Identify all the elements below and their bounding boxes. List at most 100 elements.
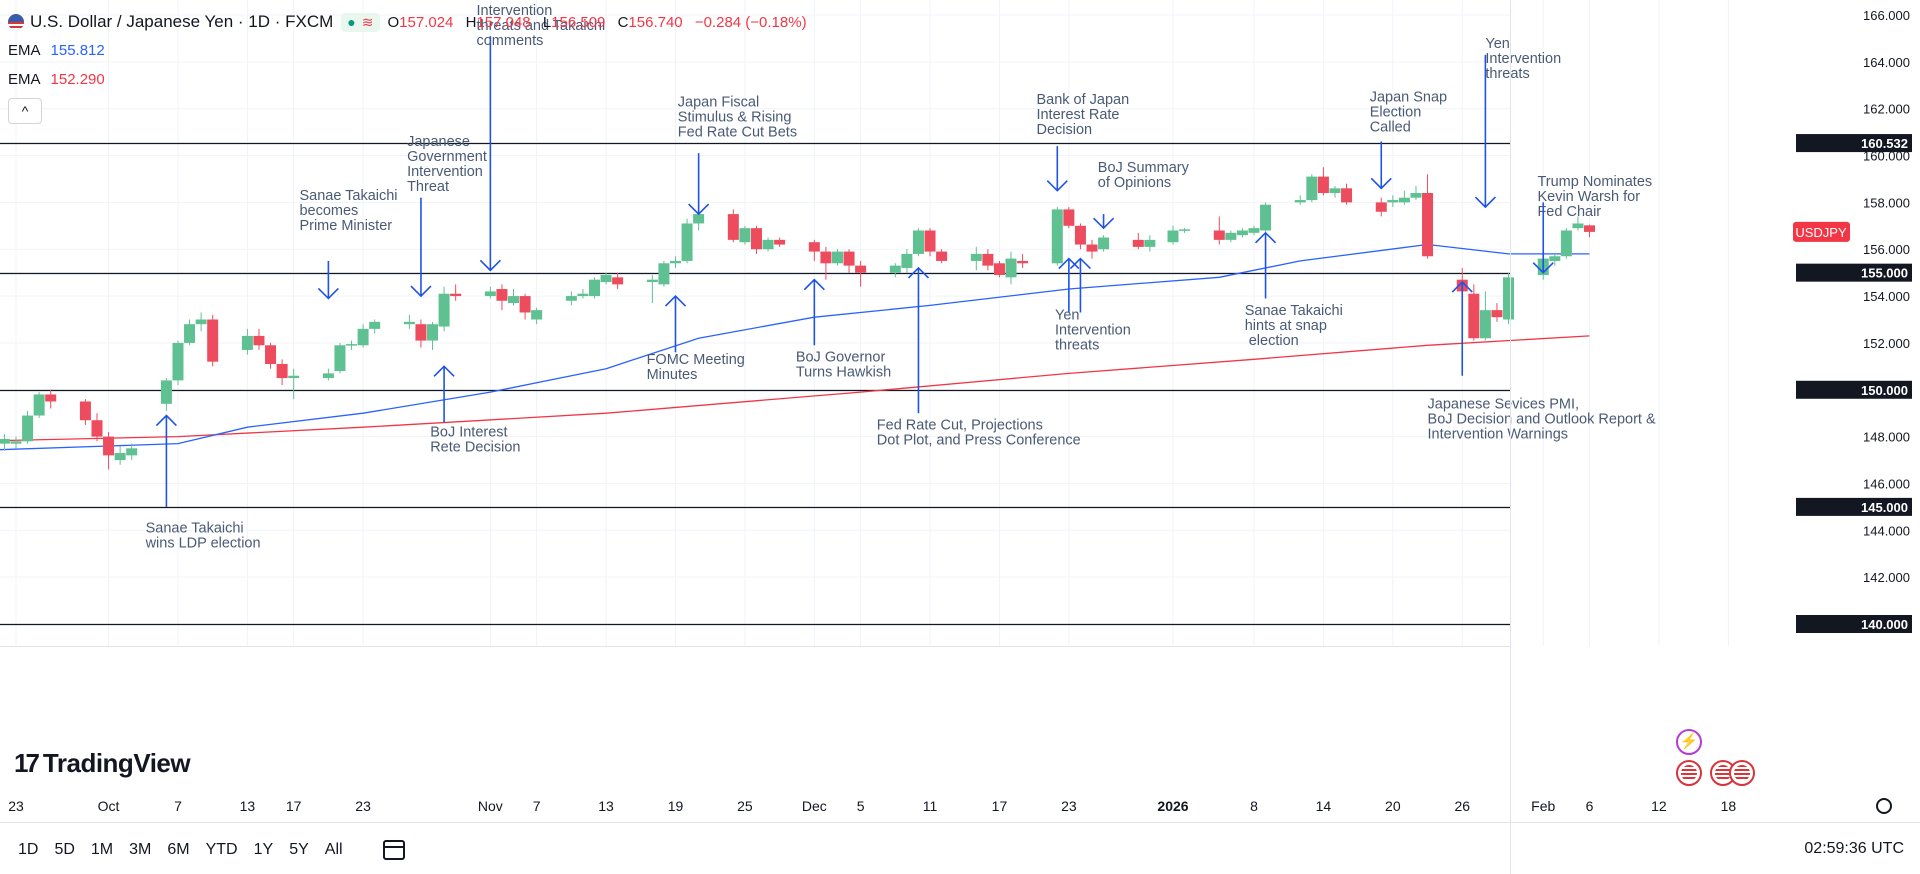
collapse-legend-button[interactable]: ^ (8, 98, 42, 124)
high-label: H (465, 13, 477, 31)
candle-body (1491, 310, 1503, 318)
candle (10, 436, 22, 449)
candle-body (160, 380, 172, 404)
utc-clock[interactable]: 02:59:36 UTC (1804, 840, 1904, 857)
annotations: Sanae Takaichi wins LDP election Sanae Tak… (145, 3, 1656, 552)
price-tick-label: 166.000 (1863, 8, 1910, 23)
annotation: Sanae Takaichi hints at snap election (1245, 231, 1343, 349)
timeframe-5y[interactable]: 5Y (289, 841, 309, 858)
candle (1086, 239, 1098, 259)
candle (1398, 190, 1410, 205)
candle (114, 445, 126, 465)
calendar-icon[interactable] (382, 840, 405, 860)
time-axis[interactable]: 23 Oct 7 13 17 23 Nov 7 13 19 25 Dec 5 11 17 23 2026 8 14 2… (0, 646, 1920, 823)
candle (288, 368, 300, 400)
candle-body (681, 223, 693, 261)
annotation-line: BoJ Governor (796, 350, 886, 366)
candle-body (22, 415, 34, 442)
ema-fast-value: 155.812 (50, 42, 105, 59)
candle (589, 277, 600, 299)
timeframe-ytd[interactable]: YTD (205, 841, 238, 858)
tradingview-logo[interactable]: 17 TradingView (14, 748, 191, 779)
candle-body (1503, 277, 1515, 320)
candle (1560, 228, 1572, 259)
timeframe-3m[interactable]: 3M (129, 841, 152, 858)
candle (519, 293, 531, 320)
timeframe-1d[interactable]: 1D (18, 841, 39, 858)
candle (750, 225, 762, 254)
candle (1572, 216, 1584, 231)
annotation-arrow-head (1093, 217, 1115, 230)
change-value: −0.284 (−0.18%) (694, 13, 807, 31)
candle-body (658, 263, 670, 285)
annotation: Japan Snap Election Called (1370, 90, 1447, 190)
annotation-line: Japanese (407, 134, 470, 150)
candle (1387, 195, 1399, 208)
candle (727, 209, 739, 243)
annotation-line: Dot Plot, and Press Conference (877, 433, 1081, 449)
time-tick-label: 8 (1250, 798, 1258, 814)
timeframe-1m[interactable]: 1M (90, 841, 114, 858)
candle (103, 431, 115, 470)
timeframe-all[interactable]: All (324, 841, 343, 858)
candle-body (750, 228, 762, 250)
candle (241, 328, 253, 355)
time-tick-label: 2026 (1157, 798, 1188, 814)
candle-body (1132, 239, 1144, 247)
candle-body (1144, 239, 1156, 247)
candle (831, 249, 843, 266)
candle-body (288, 375, 300, 379)
symbol-title[interactable]: U.S. Dollar / Japanese Yen · 1D · FXCM (30, 12, 334, 31)
candle (1329, 185, 1341, 198)
annotation-line: Interest Rate (1036, 107, 1119, 123)
timeframe-5d[interactable]: 5D (54, 841, 75, 858)
market-status-badge[interactable]: ● ≋ (341, 12, 380, 32)
timeframe-6m[interactable]: 6M (167, 841, 190, 858)
candle-body (762, 239, 774, 250)
candle (172, 340, 184, 386)
candle-body (450, 293, 462, 297)
candle (1005, 251, 1017, 285)
candle (820, 246, 832, 280)
candle (415, 319, 427, 348)
annotation-arrow-head (688, 203, 710, 216)
annotation: Japan Fiscal Stimulus & Rising Fed Rate Cu… (678, 94, 797, 216)
candle-body (1051, 209, 1063, 264)
candle (0, 434, 10, 451)
us-event-icon[interactable] (1729, 760, 1755, 786)
candle-body (415, 324, 427, 341)
candle-body (889, 265, 901, 273)
us-event-icon[interactable] (1676, 760, 1702, 786)
annotation-line: Decision (1036, 122, 1092, 138)
annotation: Intervention threats and Takaichi comments (476, 3, 605, 272)
annotation-line: BoJ Summary (1098, 160, 1190, 176)
candle-body (820, 251, 832, 264)
price-tick-label: 158.000 (1863, 195, 1910, 210)
annotation-label: Sanae Takaichi becomes Prime Minister (299, 188, 397, 234)
ema-slow-row[interactable]: EMA 152.290 (8, 65, 807, 94)
annotation-line: wins LDP election (145, 536, 261, 552)
annotation: BoJ Governor Turns Hawkish (796, 278, 891, 381)
timeframe-1y[interactable]: 1Y (253, 841, 274, 858)
ema-fast-row[interactable]: EMA 155.812 (8, 36, 807, 65)
lightning-event-icon[interactable]: ⚡ (1676, 729, 1702, 755)
candle (1213, 216, 1225, 245)
annotation-label: BoJ Governor Turns Hawkish (796, 350, 891, 381)
annotation-label: BoJ Interest Rete Decision (430, 425, 520, 456)
time-tick-label: 19 (668, 798, 684, 814)
annotation-line: Election (1370, 105, 1422, 121)
price-axis[interactable]: 142.000 144.000 146.000 148.000 152.000 154.0… (1510, 0, 1913, 874)
candle-body (1422, 193, 1434, 257)
candle (1479, 291, 1491, 341)
annotation-line: Japan Snap (1370, 90, 1447, 106)
settings-gear-icon[interactable] (1876, 798, 1892, 814)
annotation-label: FOMC Meeting Minutes (647, 352, 745, 383)
candle-body (357, 328, 369, 346)
annotation (1069, 257, 1092, 313)
candle (600, 272, 612, 285)
annotation: Sanae Takaichi wins LDP election (145, 414, 261, 552)
candle (126, 443, 138, 461)
chevron-up-icon: ^ (21, 103, 29, 119)
annotation-arrow-head (1474, 196, 1496, 209)
